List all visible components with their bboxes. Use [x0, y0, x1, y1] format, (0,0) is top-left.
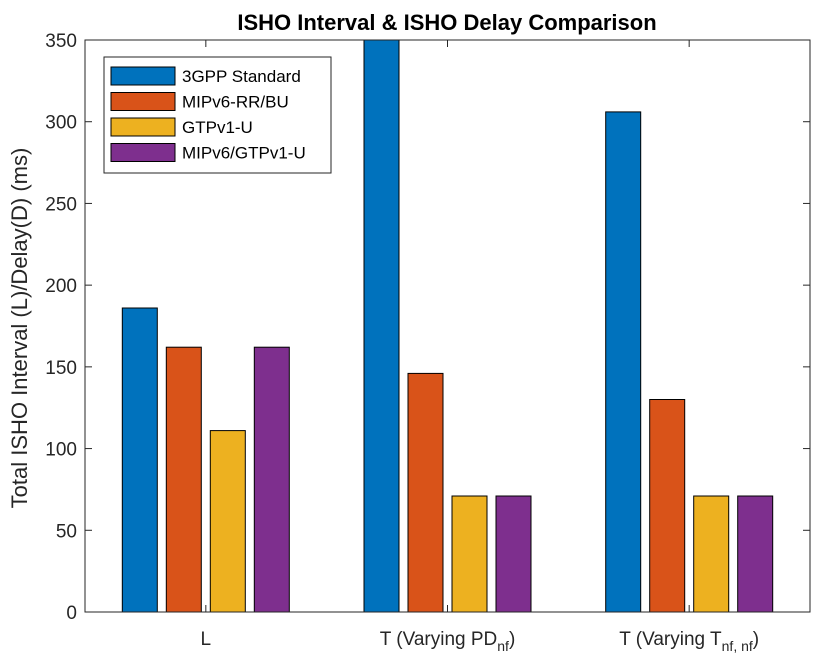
x-tick-label: T (Varying PDnf) — [380, 629, 516, 654]
bar-gtpv1-u-3 — [693, 495, 730, 613]
y-axis-title: Total ISHO Interval (L)/Delay(D) (ms) — [7, 148, 32, 509]
bar-gtpv1-u-2 — [451, 495, 488, 613]
bars-group — [121, 39, 774, 613]
y-tick-label: 100 — [45, 440, 77, 461]
legend-swatch-gtpv1-u — [110, 117, 176, 137]
x-tick-label: L — [201, 629, 212, 650]
y-tick-label: 300 — [45, 113, 77, 134]
y-tick-label: 50 — [56, 521, 77, 542]
y-tick-label: 150 — [45, 358, 77, 379]
x-axis: L T (Varying PDnf) T (Varying Tnf, nf) — [201, 40, 759, 654]
chart-title: ISHO Interval & ISHO Delay Comparison — [237, 10, 656, 35]
bar-mipv6-gtpv1-u-3 — [737, 495, 774, 613]
legend-swatch-mipv6-gtpv1-u — [110, 143, 176, 162]
bar-mipv6-rr-bu-2 — [407, 372, 444, 613]
bar-mipv6-gtpv1-u-2 — [495, 495, 532, 613]
bar-mipv6-gtpv1-u-1 — [253, 346, 290, 613]
bar-3gpp-standard-2 — [363, 39, 400, 613]
legend: 3GPP Standard MIPv6-RR/BU GTPv1-U MIPv6/GTP… — [103, 56, 332, 174]
y-tick-label: 0 — [66, 603, 77, 624]
y-tick-label: 250 — [45, 194, 77, 215]
bar-3gpp-standard-3 — [605, 111, 642, 613]
y-axis: 0 50 100 150 200 250 300 350 — [45, 31, 810, 624]
legend-swatch-mipv6-rr-bu — [110, 92, 176, 111]
bar-gtpv1-u-1 — [209, 430, 246, 613]
legend-label-mipv6-rr-bu: MIPv6-RR/BU — [182, 93, 289, 112]
y-tick-label: 350 — [45, 31, 77, 52]
bar-3gpp-standard-1 — [121, 307, 158, 613]
y-tick-label: 200 — [45, 276, 77, 297]
x-tick-label: T (Varying Tnf, nf) — [619, 629, 759, 654]
legend-swatch-3gpp-standard — [110, 66, 176, 86]
legend-label-gtpv1-u: GTPv1-U — [182, 118, 253, 137]
legend-label-mipv6-gtpv1-u: MIPv6/GTPv1-U — [182, 144, 306, 163]
legend-label-3gpp-standard: 3GPP Standard — [182, 67, 301, 86]
bar-mipv6-rr-bu-3 — [649, 399, 686, 613]
bar-mipv6-rr-bu-1 — [165, 346, 202, 613]
